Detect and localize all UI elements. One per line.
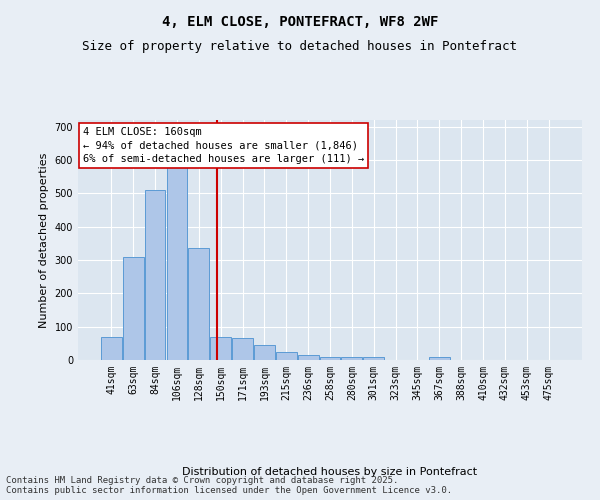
Bar (320, 356, 340, 360)
Bar (276, 352, 296, 360)
Text: Size of property relative to detached houses in Pontefract: Size of property relative to detached ho… (83, 40, 517, 53)
Text: 4, ELM CLOSE, PONTEFRACT, WF8 2WF: 4, ELM CLOSE, PONTEFRACT, WF8 2WF (162, 15, 438, 29)
Text: Contains HM Land Registry data © Crown copyright and database right 2025.
Contai: Contains HM Land Registry data © Crown c… (6, 476, 452, 495)
Bar (341, 356, 362, 360)
Bar (298, 355, 319, 360)
Bar (145, 190, 166, 360)
X-axis label: Distribution of detached houses by size in Pontefract: Distribution of detached houses by size … (182, 467, 478, 477)
Y-axis label: Number of detached properties: Number of detached properties (39, 152, 49, 328)
Bar (254, 345, 275, 360)
Text: 4 ELM CLOSE: 160sqm
← 94% of detached houses are smaller (1,846)
6% of semi-deta: 4 ELM CLOSE: 160sqm ← 94% of detached ho… (83, 127, 364, 164)
Bar (167, 166, 187, 360)
Bar (101, 336, 122, 360)
Bar (123, 256, 143, 360)
Bar (429, 356, 450, 360)
Bar (232, 338, 253, 360)
Bar (210, 336, 231, 360)
Bar (364, 356, 384, 360)
Bar (188, 248, 209, 360)
